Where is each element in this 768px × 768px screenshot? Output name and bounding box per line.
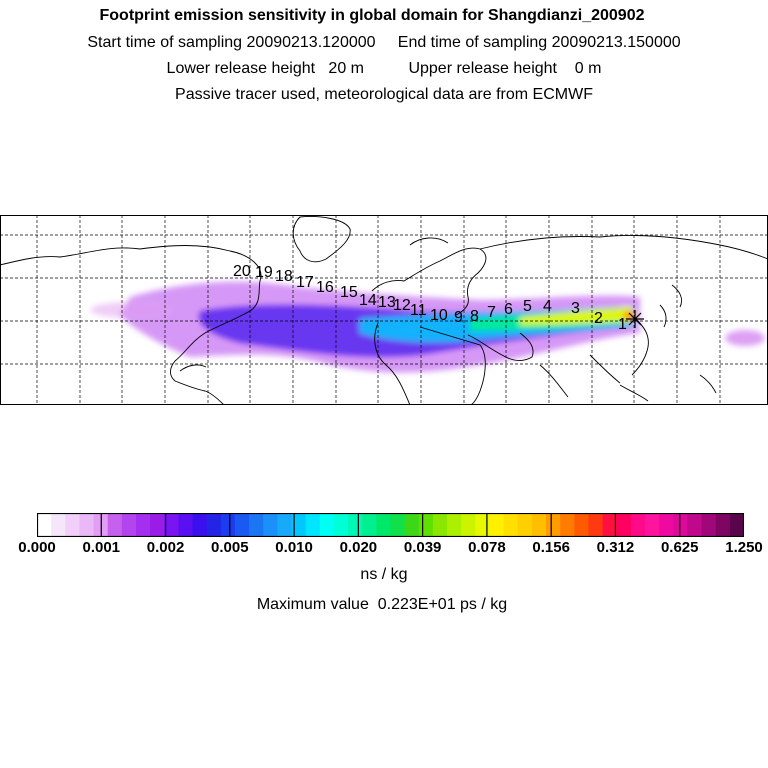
colorbar [37, 513, 744, 537]
trajectory-label-17: 17 [296, 274, 314, 291]
colorbar-cell [729, 513, 744, 537]
trajectory-label-12: 12 [393, 297, 411, 314]
colorbar-cell [249, 513, 264, 537]
colorbar-cell [65, 513, 81, 537]
colorbar-cell [560, 513, 575, 537]
colorbar-tick-label: 0.002 [146, 539, 185, 556]
colorbar-cell [390, 513, 406, 537]
colorbar-cell [687, 513, 703, 537]
colorbar-tick-label: 0.039 [403, 539, 442, 556]
colorbar-cell [645, 513, 660, 537]
maximum-value-text: Maximum value 0.223E+01 ps / kg [256, 596, 508, 613]
colorbar-cell [51, 513, 66, 537]
trajectory-label-1: 1 [618, 316, 627, 333]
colorbar-cell [121, 513, 137, 537]
colorbar-cell [574, 513, 590, 537]
colorbar-cell [348, 513, 363, 537]
coastlines [0, 216, 768, 405]
colorbar-cell [305, 513, 321, 537]
footprint-map: 1 2 3 4 5 6 7 8 9 10 11 12 13 14 15 16 1… [0, 215, 768, 405]
colorbar-cell [376, 513, 392, 537]
trajectory-label-3: 3 [571, 300, 580, 317]
colorbar-cell [220, 513, 236, 537]
colorbar-tick-label: 0.156 [532, 539, 570, 556]
colorbar-tick-label: 0.010 [275, 539, 313, 556]
colorbar-cell [107, 513, 123, 537]
colorbar-tick-label: 0.312 [596, 539, 635, 556]
colorbar-cell [447, 513, 462, 537]
trajectory-label-15: 15 [340, 284, 358, 301]
colorbar-cell [418, 513, 434, 537]
trajectory-label-5: 5 [523, 298, 532, 315]
colorbar-cell [37, 513, 52, 537]
trajectory-label-20: 20 [233, 263, 251, 280]
colorbar-cell [461, 513, 476, 537]
trajectory-label-19: 19 [255, 264, 273, 281]
colorbar-tick-label: 0.625 [660, 539, 699, 556]
release-point-asterisk-icon [626, 310, 644, 328]
colorbar-tick-label: 0.000 [18, 539, 56, 556]
colorbar-tick-label: 0.005 [211, 539, 249, 556]
colorbar-cell [588, 513, 604, 537]
colorbar-cell [291, 513, 307, 537]
release-height-line: Lower release height 20 m Upper release … [166, 60, 602, 77]
colorbar-cell [531, 513, 547, 537]
colorbar-cell [701, 513, 717, 537]
trajectory-label-7: 7 [487, 304, 496, 321]
colorbar-cell [206, 513, 222, 537]
trajectory-label-6: 6 [504, 301, 513, 318]
colorbar-cell [333, 513, 349, 537]
colorbar-tick-label: 0.020 [339, 539, 378, 556]
trajectory-label-14: 14 [359, 292, 377, 309]
colorbar-cell [164, 513, 179, 537]
colorbar-cell [659, 513, 674, 537]
lat-lon-grid [0, 215, 768, 405]
colorbar-cell [673, 513, 689, 537]
colorbar-cell [263, 513, 278, 537]
colorbar-cell [715, 513, 731, 537]
colorbar-cell [319, 513, 335, 537]
colorbar-cell [178, 513, 194, 537]
colorbar-cell [432, 513, 448, 537]
trajectory-label-18: 18 [275, 268, 293, 285]
colorbar-cell [616, 513, 632, 537]
colorbar-tick-label: 0.001 [82, 539, 121, 556]
emission-plume [90, 281, 765, 373]
colorbar-cell [602, 513, 618, 537]
trajectory-label-4: 4 [543, 298, 552, 315]
colorbar-cell [489, 513, 505, 537]
colorbar-cell [135, 513, 151, 537]
trajectory-label-2: 2 [594, 310, 603, 327]
colorbar-cell [404, 513, 420, 537]
colorbar-cell [277, 513, 293, 537]
trajectory-label-9: 9 [454, 309, 463, 326]
colorbar-cell [192, 513, 208, 537]
colorbar-tick-label: 1.250 [725, 539, 763, 556]
colorbar-cell [475, 513, 491, 537]
trajectory-label-10: 10 [430, 307, 448, 324]
colorbar-cell [362, 513, 377, 537]
colorbar-cell [517, 513, 533, 537]
colorbar-cell [546, 513, 561, 537]
tracer-info-line: Passive tracer used, meteorological data… [175, 86, 593, 103]
colorbar-cell [150, 513, 165, 537]
colorbar-cell [79, 513, 95, 537]
colorbar-cell [234, 513, 250, 537]
colorbar-unit: ns / kg [360, 566, 408, 583]
trajectory-label-11: 11 [410, 302, 427, 319]
colorbar-tick-label: 0.078 [468, 539, 506, 556]
trajectory-label-8: 8 [470, 308, 479, 325]
trajectory-label-13: 13 [378, 294, 396, 311]
colorbar-cell [630, 513, 646, 537]
colorbar-cell [503, 513, 519, 537]
trajectory-label-16: 16 [316, 279, 334, 296]
sampling-time-line: Start time of sampling 20090213.120000 E… [87, 34, 681, 51]
plot-title: Footprint emission sensitivity in global… [99, 7, 645, 24]
